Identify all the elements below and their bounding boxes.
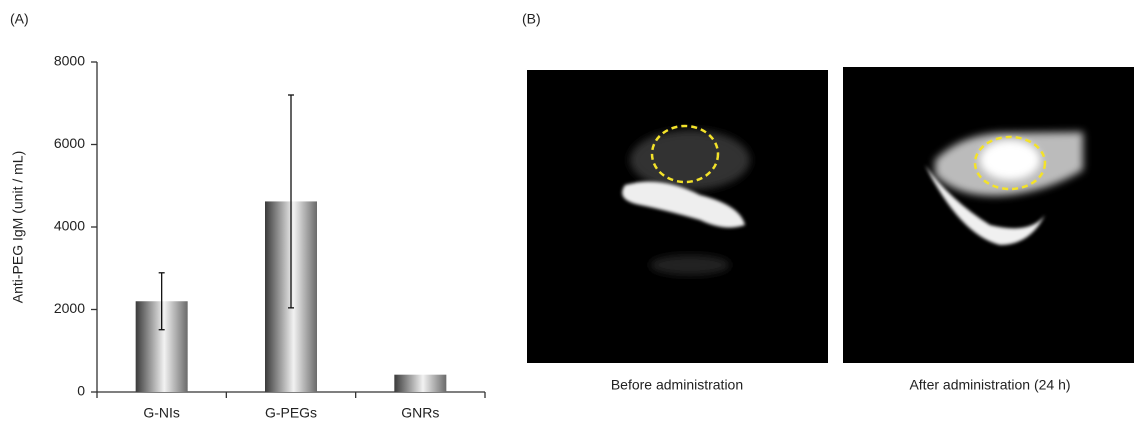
image-caption: Before administration (611, 377, 743, 393)
error-bar (288, 94, 294, 309)
y-tick-label: 2000 (54, 300, 85, 316)
x-tick-label: G-NIs (143, 405, 180, 421)
y-axis-label: Anti-PEG IgM (unit / mL) (10, 151, 26, 303)
y-tick-label: 6000 (54, 135, 85, 151)
image-after (843, 67, 1134, 363)
y-tick-label: 0 (77, 383, 85, 399)
y-tick-label: 8000 (54, 53, 85, 69)
y-tick-label: 4000 (54, 218, 85, 234)
x-tick-label: G-PEGs (265, 405, 317, 421)
image-caption: After administration (24 h) (909, 377, 1070, 393)
panel-label: (B) (522, 11, 541, 27)
x-tick-label: GNRs (401, 405, 439, 421)
image-before (527, 70, 828, 363)
bar (394, 374, 447, 392)
panel-label: (A) (10, 11, 29, 27)
error-bar (158, 272, 165, 331)
